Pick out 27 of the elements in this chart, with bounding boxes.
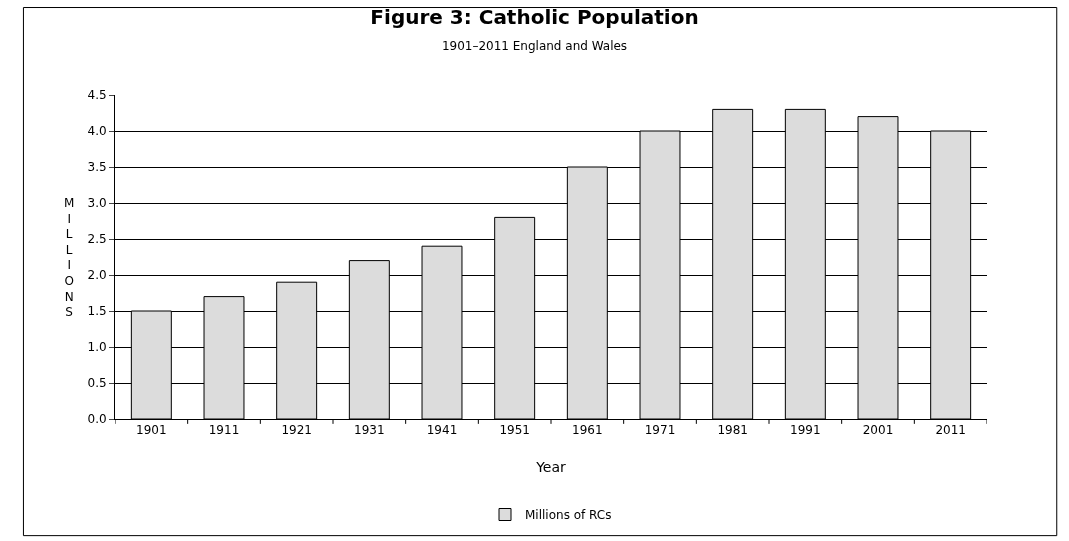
x-tick-label: 1921	[281, 423, 312, 438]
legend-label: Millions of RCs	[525, 508, 612, 523]
x-tick-label: 1901	[136, 423, 167, 438]
chart-title: Figure 3: Catholic Population	[370, 5, 699, 30]
y-tick-label: 0.0	[87, 412, 107, 427]
y-tick-label: 3.0	[87, 196, 107, 211]
y-tick-label: 1.5	[87, 304, 107, 319]
x-tick-label: 1951	[499, 423, 530, 438]
x-tick-label: 1941	[426, 423, 458, 438]
x-tick-label: 2011	[935, 423, 966, 438]
x-axis-title: Year	[535, 458, 567, 475]
chart-subtitle: 1901–2011 England and Wales	[441, 39, 628, 54]
x-tick-label: 2001	[862, 423, 894, 438]
x-tick-label: 1991	[790, 423, 821, 438]
x-tick-label: 1971	[644, 423, 676, 438]
y-tick-label: 4.5	[87, 88, 107, 103]
x-tick-label: 1981	[717, 423, 748, 438]
y-tick-label: 4.0	[87, 124, 107, 139]
y-axis-title: MILLIONS	[64, 196, 75, 320]
y-tick-label: 0.5	[87, 376, 107, 391]
y-tick-label: 3.5	[87, 160, 107, 175]
y-tick-label: 2.5	[87, 232, 107, 247]
x-tick-label: 1931	[354, 423, 385, 438]
x-tick-label: 1961	[572, 423, 603, 438]
x-tick-label: 1911	[208, 423, 240, 438]
y-tick-label: 1.0	[87, 340, 107, 355]
y-tick-label: 2.0	[87, 268, 107, 283]
